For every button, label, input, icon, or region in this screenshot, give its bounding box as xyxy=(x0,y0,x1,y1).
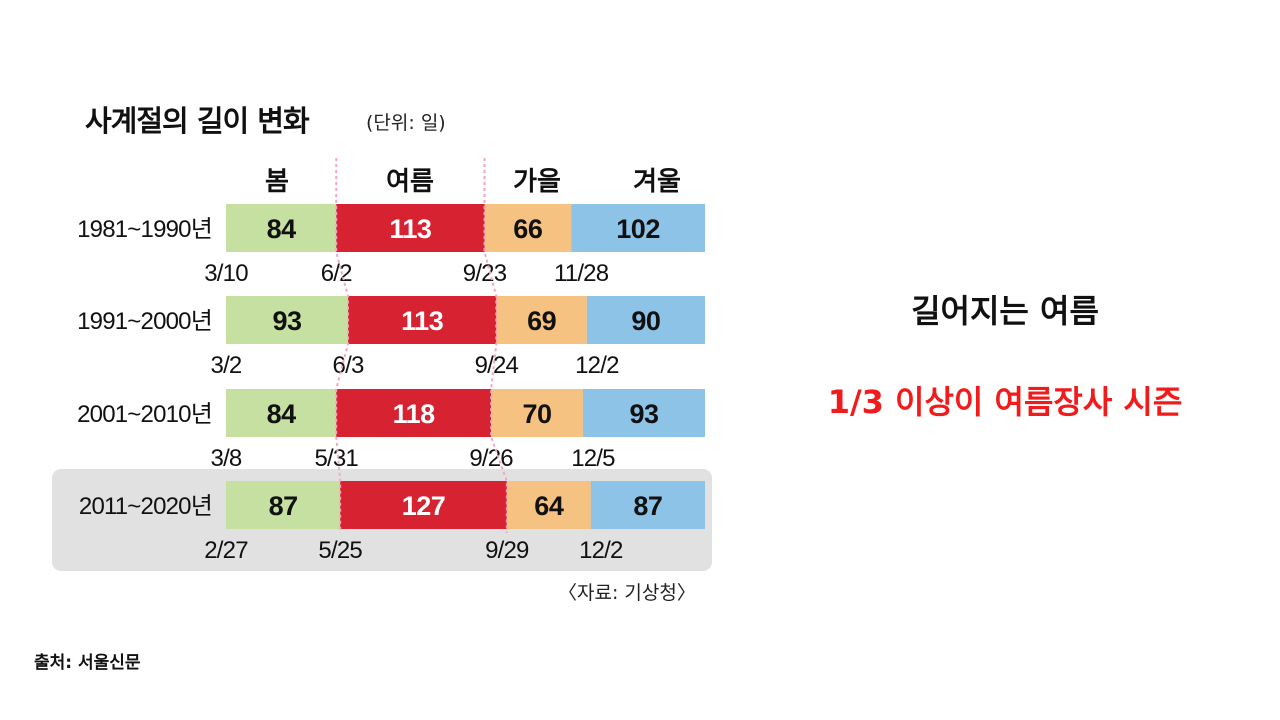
bar-segment-spring xyxy=(226,296,349,344)
start-date-label: 11/28 xyxy=(554,260,609,287)
row-label: 2001~2010년 xyxy=(77,401,212,428)
start-date-label: 3/2 xyxy=(211,352,242,379)
bar-segment-summer xyxy=(340,481,507,529)
start-date-label: 12/2 xyxy=(575,352,619,379)
data-label-winter: 90 xyxy=(631,306,660,336)
start-date-label: 3/8 xyxy=(211,445,242,472)
spring-summer-divider xyxy=(335,158,349,533)
season-header-winter: 겨울 xyxy=(633,167,681,197)
chart-unit: (단위: 일) xyxy=(366,112,446,134)
bar-segment-autumn xyxy=(496,296,587,344)
data-label-spring: 87 xyxy=(269,491,298,521)
subheadline: 1/3 이상이 여름장사 시즌 xyxy=(827,383,1183,421)
bar-segment-spring xyxy=(226,389,337,437)
chart-title: 사계절의 길이 변화 xyxy=(85,104,310,138)
bar-segment-autumn xyxy=(506,481,591,529)
data-label-winter: 87 xyxy=(633,491,662,521)
bar-segment-winter xyxy=(571,204,705,252)
bar-segment-autumn xyxy=(484,204,572,252)
bar-segment-summer xyxy=(336,389,492,437)
bar-segment-spring xyxy=(226,481,341,529)
start-date-label: 9/23 xyxy=(463,260,507,287)
bar-segment-winter xyxy=(586,296,705,344)
start-date-label: 3/10 xyxy=(204,260,248,287)
data-label-winter: 93 xyxy=(629,399,659,429)
row-label: 2011~2020년 xyxy=(79,493,212,520)
data-label-autumn: 64 xyxy=(534,491,564,521)
row-label: 1991~2000년 xyxy=(77,308,212,335)
data-label-autumn: 69 xyxy=(527,306,557,336)
data-label-summer: 113 xyxy=(401,306,444,336)
data-label-autumn: 66 xyxy=(513,214,543,244)
headline: 길어지는 여름 xyxy=(911,292,1099,330)
start-date-label: 9/24 xyxy=(475,352,519,379)
start-date-label: 6/3 xyxy=(333,352,364,379)
start-date-label: 12/5 xyxy=(571,445,615,472)
data-label-summer: 113 xyxy=(389,214,432,244)
data-label-spring: 84 xyxy=(267,399,297,429)
bar-segment-autumn xyxy=(491,389,583,437)
start-date-label: 6/2 xyxy=(321,260,352,287)
bar-segment-summer xyxy=(336,204,485,252)
bar-segment-spring xyxy=(226,204,337,252)
data-label-spring: 93 xyxy=(272,306,302,336)
summer-autumn-divider xyxy=(483,158,508,533)
bar-segment-winter xyxy=(582,389,705,437)
bar-segment-summer xyxy=(348,296,497,344)
data-label-summer: 127 xyxy=(402,491,446,521)
start-date-label: 9/26 xyxy=(469,445,513,472)
source-note: 〈자료: 기상청〉 xyxy=(558,582,696,604)
data-label-winter: 102 xyxy=(616,214,660,244)
season-header-autumn: 가을 xyxy=(513,167,561,197)
season-header-summer: 여름 xyxy=(386,167,434,197)
row-label: 1981~1990년 xyxy=(77,216,212,243)
data-label-spring: 84 xyxy=(267,214,297,244)
data-label-summer: 118 xyxy=(393,399,436,429)
bar-segment-winter xyxy=(590,481,705,529)
start-date-label: 9/29 xyxy=(485,537,529,564)
season-header-spring: 봄 xyxy=(265,167,289,197)
start-date-label: 2/27 xyxy=(204,537,248,564)
start-date-label: 12/2 xyxy=(579,537,623,564)
credit: 출처: 서울신문 xyxy=(34,653,141,673)
data-label-autumn: 70 xyxy=(522,399,551,429)
start-date-label: 5/25 xyxy=(318,537,362,564)
